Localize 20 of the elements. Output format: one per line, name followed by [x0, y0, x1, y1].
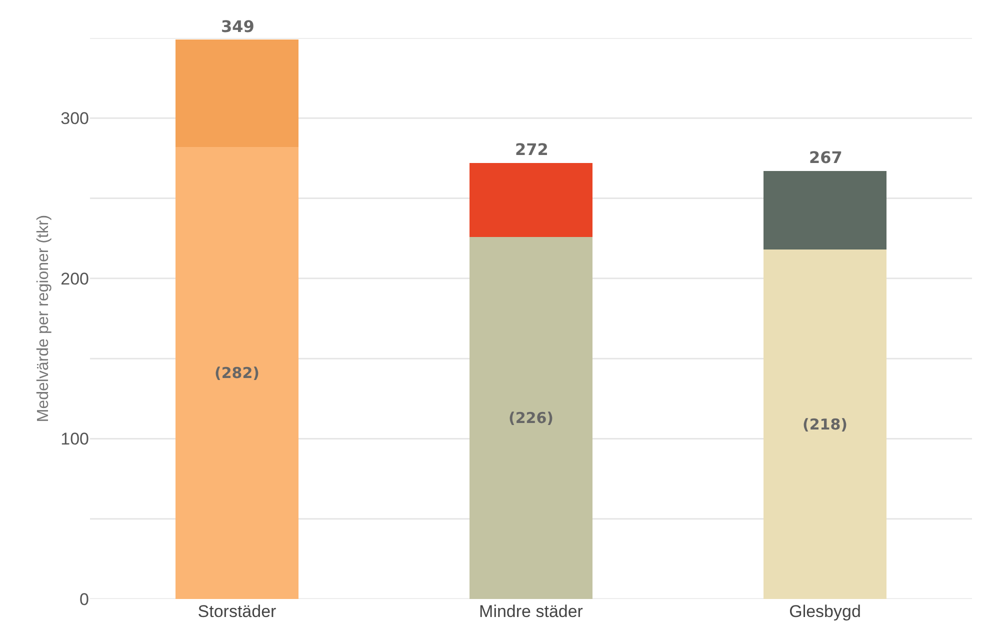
total-label: 267 [809, 148, 842, 167]
bar [763, 171, 887, 250]
x-tick-label: Storstäder [198, 602, 277, 621]
data-label: (282) [214, 364, 260, 382]
total-label: 272 [515, 140, 548, 159]
x-tick-label: Glesbygd [789, 602, 861, 621]
bar [469, 236, 593, 599]
data-label: (218) [802, 415, 848, 434]
bar [763, 250, 887, 599]
y-tick-label: 0 [80, 590, 89, 609]
y-tick-label: 200 [60, 269, 89, 288]
x-tick-label: Mindre städer [479, 602, 584, 621]
y-tick-label: 300 [60, 109, 89, 128]
bar [175, 40, 299, 147]
bar [469, 163, 593, 237]
data-label: (226) [508, 408, 554, 427]
total-label: 349 [221, 17, 254, 36]
y-axis-title: Medelvärde per regioner (tkr) [35, 214, 52, 422]
bar [175, 146, 299, 599]
y-tick-label: 100 [60, 430, 89, 449]
